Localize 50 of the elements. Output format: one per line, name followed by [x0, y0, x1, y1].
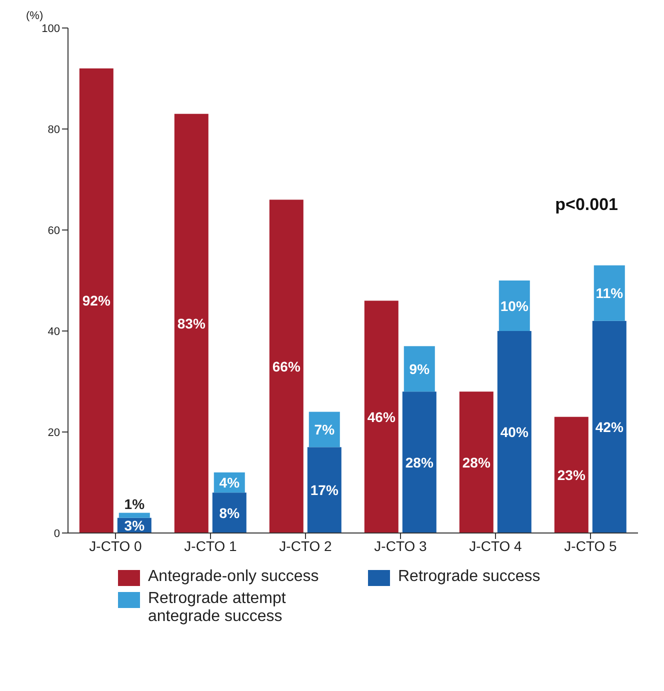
annotation: p<0.001 — [555, 194, 618, 215]
bar — [554, 416, 588, 533]
bar — [402, 392, 436, 533]
data-label: 23% — [557, 466, 586, 483]
bar — [118, 512, 150, 518]
legend-label: Retrograde attempt antegrade success — [148, 590, 287, 626]
bar — [459, 392, 494, 533]
data-label: 92% — [82, 292, 111, 309]
data-label: 42% — [595, 418, 624, 435]
y-tick-label: 40 — [48, 326, 60, 338]
data-label: 4% — [219, 474, 240, 490]
bar — [592, 320, 626, 533]
y-tick-label: 80 — [48, 124, 60, 136]
bar — [404, 346, 435, 392]
x-tick-label: J-CTO 1 — [184, 538, 238, 554]
bar — [498, 280, 530, 331]
data-label: 83% — [177, 315, 206, 332]
bar — [497, 331, 532, 533]
data-label: 3% — [124, 517, 146, 534]
x-tick-label: J-CTO 2 — [279, 538, 332, 554]
bar — [212, 492, 246, 533]
data-label: 10% — [500, 298, 529, 314]
y-tick-label: 20 — [48, 426, 60, 439]
bar — [594, 265, 625, 321]
y-tick-label: 100 — [42, 22, 60, 35]
bar — [364, 300, 398, 533]
data-label: 7% — [314, 421, 336, 438]
data-label: 11% — [596, 285, 624, 302]
x-tick-label: J-CTO 3 — [374, 538, 428, 554]
y-tick-label: 60 — [48, 224, 60, 237]
legend-label: Retrograde success — [398, 568, 540, 586]
bar — [307, 447, 342, 533]
data-label: 1% — [124, 496, 146, 512]
data-label: 40% — [500, 424, 529, 440]
x-tick-label: J-CTO 4 — [469, 538, 522, 554]
data-label: 17% — [310, 482, 339, 498]
y-axis-title: (%) — [26, 10, 44, 22]
legend-label: Antegrade-only success — [148, 568, 319, 586]
bar — [174, 114, 208, 533]
data-label: 46% — [367, 408, 396, 425]
bar — [79, 68, 114, 533]
bar — [269, 200, 304, 533]
data-label: 8% — [219, 504, 240, 521]
y-tick-label: 0 — [54, 528, 60, 540]
x-tick-label: J-CTO 5 — [564, 538, 618, 554]
data-label: 28% — [405, 454, 434, 470]
x-tick-label: J-CTO 0 — [89, 538, 142, 554]
data-label: 28% — [462, 454, 491, 470]
data-label: 9% — [409, 360, 430, 377]
data-label: 66% — [272, 358, 301, 374]
